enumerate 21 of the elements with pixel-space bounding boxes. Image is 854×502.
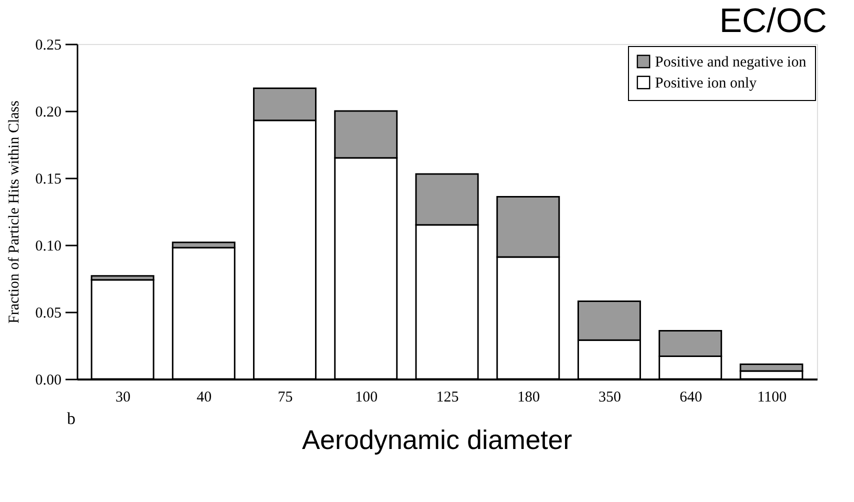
x-axis-title: Aerodynamic diameter bbox=[302, 425, 572, 455]
legend-label: Positive ion only bbox=[655, 76, 758, 92]
y-axis-title: Fraction of Particle Hits within Class bbox=[6, 100, 22, 324]
x-tick-label: 30 bbox=[116, 390, 131, 406]
y-tick-label: 0.25 bbox=[35, 38, 62, 54]
x-tick-label: 640 bbox=[680, 390, 702, 406]
y-tick-label: 0.10 bbox=[35, 238, 62, 254]
legend-label: Positive and negative ion bbox=[655, 54, 807, 70]
x-tick-label: 350 bbox=[598, 390, 621, 406]
x-tick-label: 40 bbox=[196, 390, 212, 406]
x-tick-label: 180 bbox=[517, 390, 540, 406]
chart-title: EC/OC bbox=[719, 2, 827, 40]
x-tick-label: 75 bbox=[278, 390, 293, 406]
y-tick-label: 0.00 bbox=[35, 372, 62, 388]
y-tick-label: 0.15 bbox=[35, 172, 62, 188]
x-tick-label: 100 bbox=[355, 390, 378, 406]
text: b bbox=[67, 409, 76, 428]
y-tick-label: 0.20 bbox=[35, 104, 62, 120]
x-tick-label: 125 bbox=[436, 390, 459, 406]
y-tick-label: 0.05 bbox=[35, 306, 62, 322]
x-tick-label: 1100 bbox=[757, 390, 787, 406]
